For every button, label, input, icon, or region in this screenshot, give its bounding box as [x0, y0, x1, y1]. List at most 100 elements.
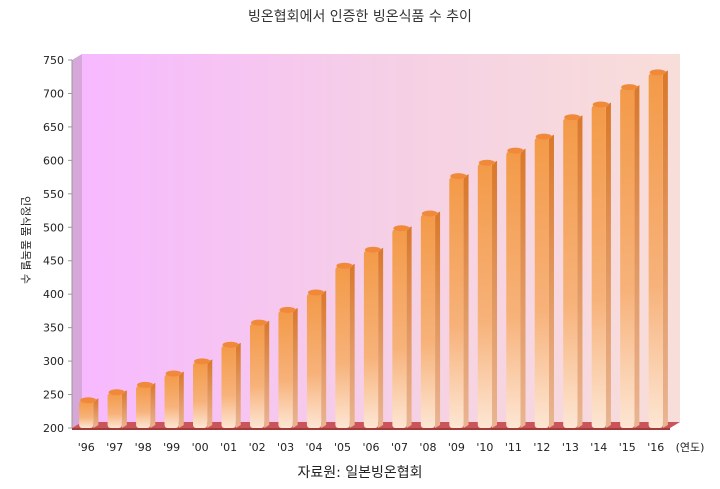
bar — [449, 173, 469, 428]
bar-front — [107, 393, 122, 428]
bar-top — [507, 147, 524, 154]
bar-front — [506, 151, 521, 428]
bar-top — [250, 319, 268, 326]
chart-floor-edge — [72, 428, 670, 430]
bar — [221, 341, 241, 428]
bar-side — [662, 70, 668, 428]
bar-side — [605, 102, 611, 429]
y-tick-label: 500 — [43, 221, 64, 234]
bar — [107, 389, 127, 428]
bar — [563, 114, 583, 428]
bar-side — [150, 382, 156, 428]
x-tick-label: '97 — [106, 441, 123, 454]
bar-front — [335, 266, 350, 428]
bar-side — [207, 359, 213, 428]
bar-side — [492, 160, 498, 428]
bar — [534, 133, 554, 428]
x-tick-label: '96 — [78, 441, 95, 454]
y-tick-label: 350 — [43, 322, 64, 335]
y-tick-label: 200 — [43, 422, 64, 435]
bar-top — [194, 358, 211, 365]
bar-front — [477, 163, 493, 428]
y-tick-label: 700 — [43, 87, 64, 100]
bar-top — [592, 101, 609, 108]
bar-top — [80, 397, 97, 404]
bar-side — [577, 115, 583, 428]
x-tick-label: '14 — [590, 441, 607, 454]
y-tick-label: 300 — [43, 355, 64, 368]
y-tick-label: 400 — [43, 288, 64, 301]
x-tick-label: '04 — [306, 441, 323, 454]
bar-top — [222, 341, 239, 348]
bar-top — [336, 262, 353, 269]
bar-front — [164, 374, 179, 428]
bar-top — [108, 389, 125, 396]
x-tick-label: '98 — [135, 441, 152, 454]
bar — [278, 306, 298, 428]
bar — [335, 262, 355, 428]
bar-top — [621, 84, 638, 91]
y-tick-label: 550 — [43, 188, 64, 201]
bar-side — [292, 307, 298, 428]
bar-side — [93, 398, 99, 428]
bar-front — [249, 323, 265, 428]
bar-top — [535, 133, 552, 140]
bar-top — [450, 173, 467, 180]
bar — [164, 370, 184, 428]
x-tick-label: '01 — [220, 441, 237, 454]
bar-side — [264, 320, 270, 428]
chart-left-wall — [72, 54, 82, 428]
x-tick-label: '06 — [362, 441, 379, 454]
x-tick-label: '16 — [647, 441, 664, 454]
chart-title: 빙온협회에서 인증한 빙온식품 수 추이 — [248, 9, 472, 25]
bar-front — [591, 105, 606, 429]
bar-front — [79, 401, 94, 428]
x-tick-label: '99 — [163, 441, 180, 454]
bar-front — [193, 362, 208, 428]
bar — [392, 225, 412, 428]
bar — [136, 381, 156, 428]
x-tick-label: '03 — [277, 441, 294, 454]
bar-top — [421, 210, 439, 217]
bar — [620, 84, 640, 429]
y-axis-label: 인정식품 품목별 수 — [19, 196, 32, 284]
bar-side — [349, 263, 355, 428]
y-tick-label: 450 — [43, 255, 64, 268]
bar — [306, 289, 327, 428]
bar-front — [221, 345, 236, 428]
bar — [193, 358, 213, 428]
bar-front — [392, 229, 407, 428]
bar-side — [548, 134, 554, 428]
bar-front — [278, 310, 293, 428]
bar-front — [534, 137, 549, 428]
bar-front — [306, 293, 322, 428]
bar-front — [420, 214, 436, 428]
bar — [363, 246, 384, 428]
bar-front — [363, 250, 379, 428]
y-tick-label: 750 — [43, 54, 64, 67]
x-tick-label: '12 — [533, 441, 550, 454]
bar-side — [520, 148, 526, 428]
y-tick-label: 650 — [43, 121, 64, 134]
x-tick-label: '13 — [562, 441, 579, 454]
bar-side — [321, 290, 327, 428]
bar-top — [364, 246, 382, 253]
bar-side — [435, 211, 441, 428]
bar-top — [649, 69, 666, 76]
bar-side — [463, 174, 469, 428]
bar — [506, 147, 526, 428]
x-tick-label: '10 — [476, 441, 493, 454]
x-tick-label: '02 — [249, 441, 266, 454]
x-axis-unit-label: (연도) — [676, 441, 705, 454]
bar — [477, 159, 498, 428]
bar-top — [165, 370, 182, 377]
x-tick-label: '08 — [419, 441, 436, 454]
bar-top — [137, 381, 154, 388]
bar-front — [648, 73, 663, 428]
x-tick-label: '07 — [391, 441, 408, 454]
bar — [591, 101, 611, 429]
bar — [648, 69, 668, 428]
bar-front — [620, 88, 635, 429]
x-tick-label: '05 — [334, 441, 351, 454]
